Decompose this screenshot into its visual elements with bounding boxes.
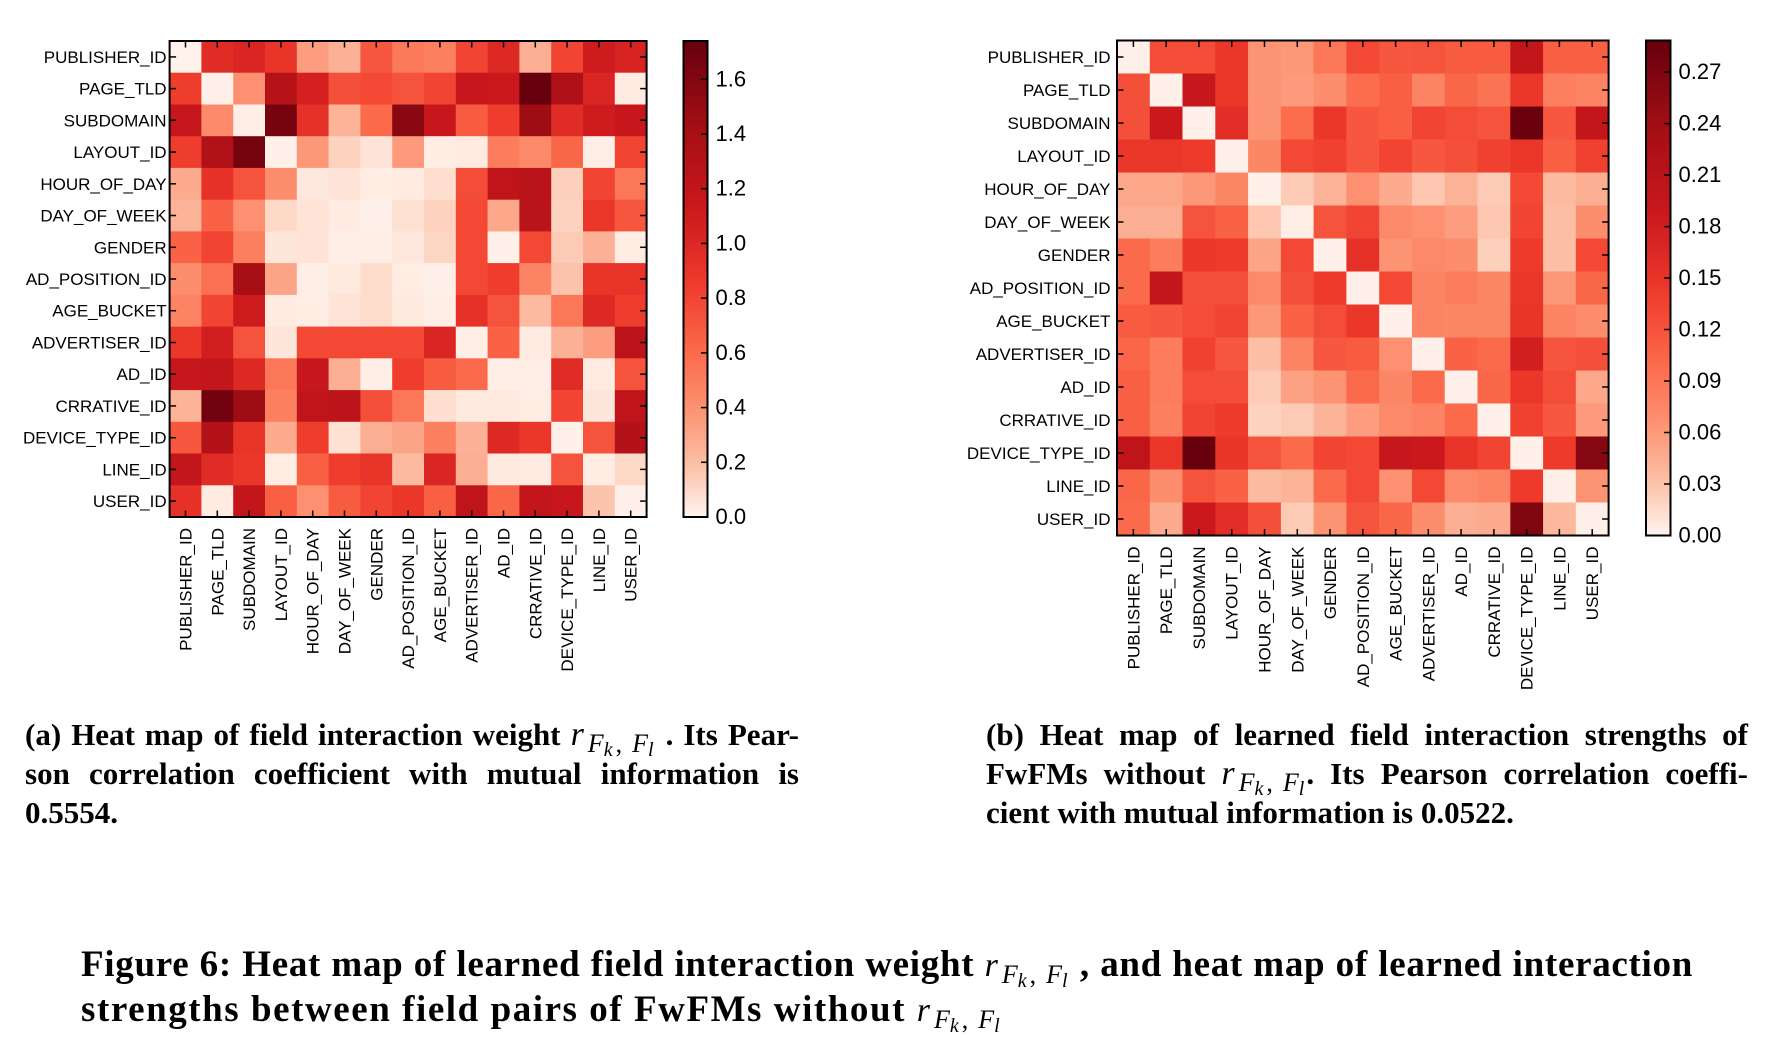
svg-text:SUBDOMAIN: SUBDOMAIN xyxy=(240,528,259,631)
svg-text:LAYOUT_ID: LAYOUT_ID xyxy=(272,528,291,621)
svg-text:HOUR_OF_DAY: HOUR_OF_DAY xyxy=(1256,547,1275,673)
svg-text:AGE_BUCKET: AGE_BUCKET xyxy=(52,302,166,321)
svg-text:0.06: 0.06 xyxy=(1679,420,1722,445)
svg-text:LAYOUT_ID: LAYOUT_ID xyxy=(73,143,166,162)
svg-text:USER_ID: USER_ID xyxy=(93,492,167,511)
svg-text:GENDER: GENDER xyxy=(367,528,386,601)
svg-text:LAYOUT_ID: LAYOUT_ID xyxy=(1017,147,1110,166)
svg-text:AGE_BUCKET: AGE_BUCKET xyxy=(996,312,1110,331)
svg-text:ADVERTISER_ID: ADVERTISER_ID xyxy=(1419,547,1438,682)
svg-text:0.8: 0.8 xyxy=(716,285,747,310)
svg-text:AD_ID: AD_ID xyxy=(1060,378,1110,397)
svg-text:0.2: 0.2 xyxy=(716,449,747,474)
svg-text:HOUR_OF_DAY: HOUR_OF_DAY xyxy=(984,180,1110,199)
svg-text:AD_POSITION_ID: AD_POSITION_ID xyxy=(26,270,167,289)
svg-text:GENDER: GENDER xyxy=(94,238,167,257)
svg-text:AD_POSITION_ID: AD_POSITION_ID xyxy=(1354,547,1373,688)
svg-text:AGE_BUCKET: AGE_BUCKET xyxy=(431,528,450,642)
svg-text:SUBDOMAIN: SUBDOMAIN xyxy=(1190,547,1209,650)
svg-text:0.6: 0.6 xyxy=(716,340,747,365)
svg-text:HOUR_OF_DAY: HOUR_OF_DAY xyxy=(40,175,166,194)
svg-text:0.4: 0.4 xyxy=(716,395,747,420)
svg-text:0.15: 0.15 xyxy=(1679,265,1722,290)
svg-text:HOUR_OF_DAY: HOUR_OF_DAY xyxy=(304,528,323,654)
svg-text:PAGE_TLD: PAGE_TLD xyxy=(208,528,227,616)
svg-text:DAY_OF_WEEK: DAY_OF_WEEK xyxy=(40,207,167,226)
svg-text:1.4: 1.4 xyxy=(716,121,747,146)
svg-text:DEVICE_TYPE_ID: DEVICE_TYPE_ID xyxy=(1518,547,1537,691)
svg-text:ADVERTISER_ID: ADVERTISER_ID xyxy=(976,345,1111,364)
svg-text:CRRATIVE_ID: CRRATIVE_ID xyxy=(1485,547,1504,658)
svg-text:DEVICE_TYPE_ID: DEVICE_TYPE_ID xyxy=(967,444,1111,463)
svg-text:AD_ID: AD_ID xyxy=(117,365,167,384)
svg-text:PUBLISHER_ID: PUBLISHER_ID xyxy=(177,528,196,651)
svg-text:AD_POSITION_ID: AD_POSITION_ID xyxy=(970,279,1111,298)
svg-text:1.6: 1.6 xyxy=(716,66,747,91)
svg-text:SUBDOMAIN: SUBDOMAIN xyxy=(1008,114,1111,133)
svg-text:LAYOUT_ID: LAYOUT_ID xyxy=(1223,547,1242,640)
svg-text:DAY_OF_WEEK: DAY_OF_WEEK xyxy=(984,213,1111,232)
svg-text:LINE_ID: LINE_ID xyxy=(1550,547,1569,611)
svg-text:USER_ID: USER_ID xyxy=(1037,510,1111,529)
svg-text:GENDER: GENDER xyxy=(1321,547,1340,620)
svg-text:PAGE_TLD: PAGE_TLD xyxy=(79,80,167,99)
svg-text:LINE_ID: LINE_ID xyxy=(1046,477,1110,496)
svg-text:PUBLISHER_ID: PUBLISHER_ID xyxy=(988,48,1111,67)
svg-text:AGE_BUCKET: AGE_BUCKET xyxy=(1387,547,1406,661)
svg-text:DEVICE_TYPE_ID: DEVICE_TYPE_ID xyxy=(23,429,167,448)
svg-text:AD_ID: AD_ID xyxy=(495,528,514,578)
svg-text:DAY_OF_WEEK: DAY_OF_WEEK xyxy=(336,527,355,654)
svg-text:ADVERTISER_ID: ADVERTISER_ID xyxy=(32,334,167,353)
svg-text:USER_ID: USER_ID xyxy=(1583,547,1602,621)
svg-text:DAY_OF_WEEK: DAY_OF_WEEK xyxy=(1288,546,1307,673)
svg-text:1.0: 1.0 xyxy=(716,230,747,255)
svg-text:AD_ID: AD_ID xyxy=(1452,547,1471,597)
svg-text:0.0: 0.0 xyxy=(716,504,747,529)
svg-text:0.21: 0.21 xyxy=(1679,162,1722,187)
svg-text:0.09: 0.09 xyxy=(1679,368,1722,393)
svg-text:CRRATIVE_ID: CRRATIVE_ID xyxy=(55,397,166,416)
svg-text:AD_POSITION_ID: AD_POSITION_ID xyxy=(399,528,418,669)
svg-text:PUBLISHER_ID: PUBLISHER_ID xyxy=(44,48,167,67)
svg-text:PUBLISHER_ID: PUBLISHER_ID xyxy=(1124,547,1143,670)
svg-text:0.27: 0.27 xyxy=(1679,59,1722,84)
svg-text:CRRATIVE_ID: CRRATIVE_ID xyxy=(999,411,1110,430)
svg-text:LINE_ID: LINE_ID xyxy=(102,460,166,479)
svg-text:0.03: 0.03 xyxy=(1679,471,1722,496)
svg-text:1.2: 1.2 xyxy=(716,176,747,201)
svg-text:ADVERTISER_ID: ADVERTISER_ID xyxy=(463,528,482,663)
svg-text:PAGE_TLD: PAGE_TLD xyxy=(1023,81,1111,100)
svg-text:0.00: 0.00 xyxy=(1679,523,1722,548)
svg-text:SUBDOMAIN: SUBDOMAIN xyxy=(64,111,167,130)
svg-text:0.12: 0.12 xyxy=(1679,317,1722,342)
svg-text:PAGE_TLD: PAGE_TLD xyxy=(1157,547,1176,635)
svg-text:DEVICE_TYPE_ID: DEVICE_TYPE_ID xyxy=(558,528,577,672)
svg-text:USER_ID: USER_ID xyxy=(622,528,641,602)
svg-text:0.18: 0.18 xyxy=(1679,214,1722,239)
svg-text:0.24: 0.24 xyxy=(1679,111,1722,136)
svg-text:LINE_ID: LINE_ID xyxy=(590,528,609,592)
svg-text:CRRATIVE_ID: CRRATIVE_ID xyxy=(526,528,545,639)
svg-text:GENDER: GENDER xyxy=(1038,246,1111,265)
